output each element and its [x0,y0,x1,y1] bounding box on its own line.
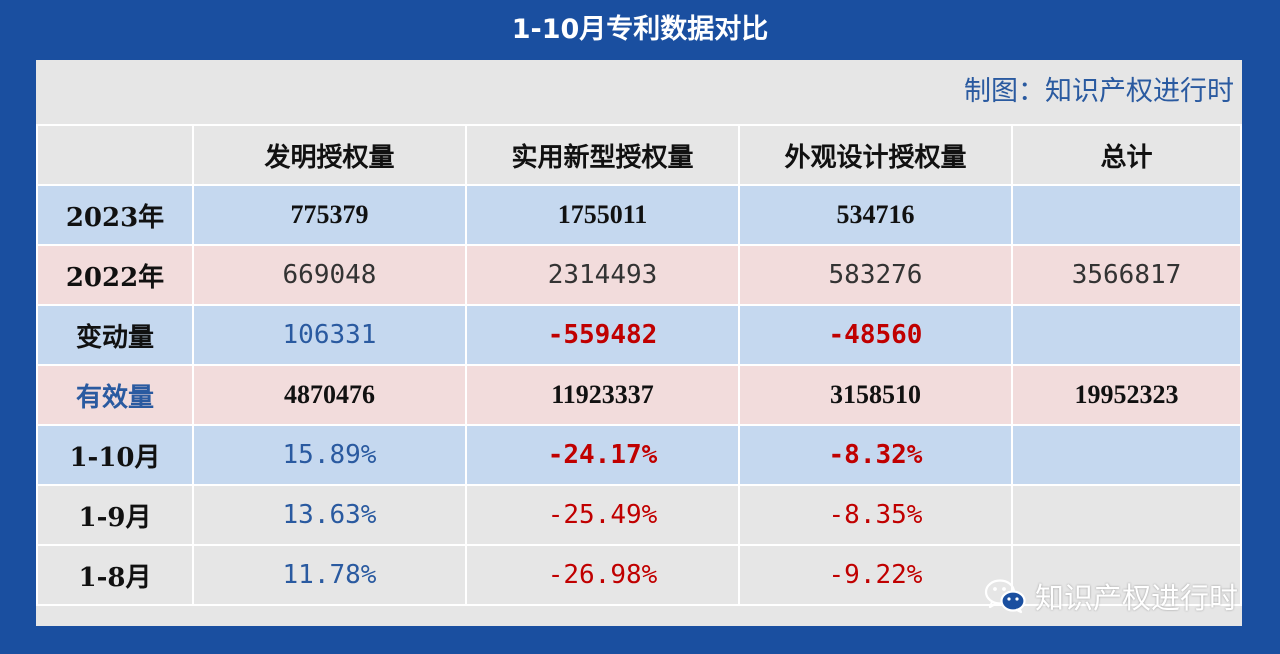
cell-invention: 775379 [194,186,465,244]
cell-total: 19952323 [1013,366,1240,424]
row-label: 1-9月 [38,486,192,544]
cell-utility: -559482 [467,306,738,364]
cell-total [1013,426,1240,484]
chart-credit: 制图：知识产权进行时 [964,76,1234,107]
table-row-jan-oct: 1-10月 15.89% -24.17% -8.32% [38,426,1240,484]
cell-invention: 13.63% [194,486,465,544]
table-row-jan-sep: 1-9月 13.63% -25.49% -8.35% [38,486,1240,544]
row-label: 1-10月 [38,426,192,484]
cell-utility: -24.17% [467,426,738,484]
table-row-change: 变动量 106331 -559482 -48560 [38,306,1240,364]
cell-total [1013,546,1240,604]
cell-utility: -26.98% [467,546,738,604]
cell-total: 3566817 [1013,246,1240,304]
cell-utility: 2314493 [467,246,738,304]
cell-design: 583276 [740,246,1011,304]
cell-utility: 1755011 [467,186,738,244]
table-row-valid: 有效量 4870476 11923337 3158510 19952323 [38,366,1240,424]
header-row: 发明授权量 实用新型授权量 外观设计授权量 总计 [38,126,1240,184]
cell-invention: 11.78% [194,546,465,604]
table-row-jan-aug: 1-8月 11.78% -26.98% -9.22% [38,546,1240,604]
row-label: 2022年 [38,246,192,304]
cell-total [1013,486,1240,544]
cell-design: 3158510 [740,366,1011,424]
row-label: 2023年 [38,186,192,244]
table-row-2022: 2022年 669048 2314493 583276 3566817 [38,246,1240,304]
table-row-2023: 2023年 775379 1755011 534716 [38,186,1240,244]
header-cell-empty [38,126,192,184]
row-label: 1-8月 [38,546,192,604]
cell-utility: 11923337 [467,366,738,424]
page-title: 1-10月专利数据对比 [511,14,769,45]
row-label: 变动量 [38,306,192,364]
cell-invention: 106331 [194,306,465,364]
cell-design: -48560 [740,306,1011,364]
cell-invention: 15.89% [194,426,465,484]
row-label: 有效量 [38,366,192,424]
watermark-text: 知识产权进行时 [1034,581,1238,615]
table-panel: 制图：知识产权进行时 发明授权量 实用新型授权量 外观设计授权量 总计 2023… [36,60,1242,626]
watermark: 知识产权进行时 [983,574,1238,618]
cell-design: 534716 [740,186,1011,244]
cell-utility: -25.49% [467,486,738,544]
cell-design: -8.32% [740,426,1011,484]
cell-invention: 4870476 [194,366,465,424]
header-cell-total: 总计 [1013,126,1240,184]
header-cell-invention: 发明授权量 [194,126,465,184]
cell-design: -9.22% [740,546,1011,604]
header-cell-utility: 实用新型授权量 [467,126,738,184]
patent-table: 发明授权量 实用新型授权量 外观设计授权量 总计 2023年 775379 17… [36,124,1242,606]
credit-row: 制图：知识产权进行时 [36,60,1242,124]
cell-invention: 669048 [194,246,465,304]
cell-total [1013,186,1240,244]
header-cell-design: 外观设计授权量 [740,126,1011,184]
wechat-icon [984,579,1026,614]
cell-total [1013,306,1240,364]
cell-design: -8.35% [740,486,1011,544]
